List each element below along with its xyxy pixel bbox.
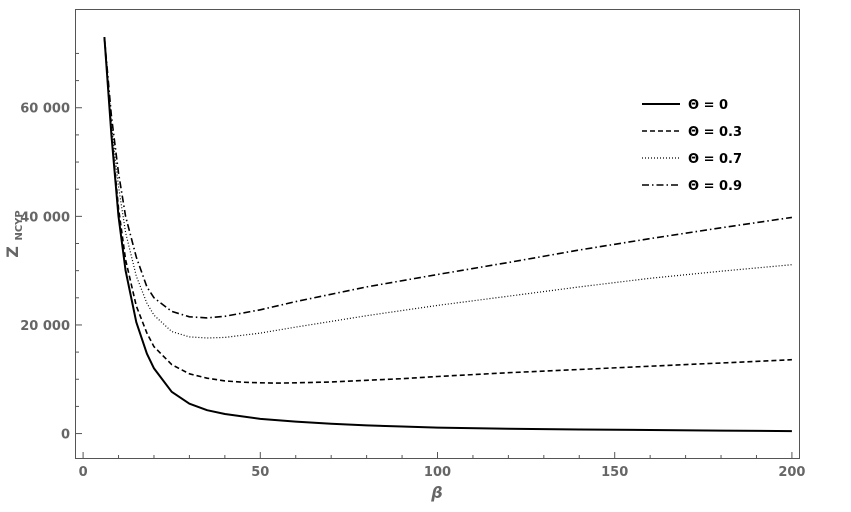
y-axis-label-main: Z [3,246,22,258]
x-tick-label: 150 [601,465,628,480]
y-axis-label: Z NCYP [3,210,25,257]
series-line-dotted [103,37,792,339]
x-axis-ticks: 0 50 100 150 200 [79,452,805,480]
y-tick-label: 60 000 [20,102,70,117]
series-line-solid [103,37,792,433]
x-tick-label: 200 [778,465,805,480]
legend-label: Θ = 0.9 [688,179,742,194]
x-tick-label: 100 [424,465,451,480]
legend-label: Θ = 0.7 [688,152,742,167]
legend-label: Θ = 0 [688,98,728,113]
legend: Θ = 0 Θ = 0.3 Θ = 0.7 Θ = 0.9 [642,98,742,194]
x-tick-label: 0 [79,465,88,480]
series-line-dashdot [103,37,793,319]
plot-frame [75,9,800,459]
series-layer [103,37,793,433]
series-line-dashed [103,37,792,384]
x-axis-label: β [430,483,442,502]
y-axis-ticks: 0 20 000 40 000 60 000 [20,52,82,443]
y-tick-label: 0 [61,428,70,443]
y-tick-label: 40 000 [20,210,70,225]
y-axis-label-subscript: NCYP [14,210,25,240]
y-tick-label: 20 000 [20,319,70,334]
legend-label: Θ = 0.3 [688,125,742,140]
x-tick-label: 50 [251,465,269,480]
